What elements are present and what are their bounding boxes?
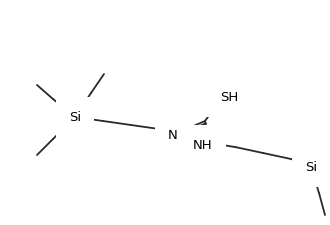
- Text: NH: NH: [193, 139, 213, 152]
- Text: N: N: [168, 129, 178, 142]
- Text: SH: SH: [220, 91, 238, 104]
- Text: Si: Si: [305, 161, 317, 174]
- Text: Si: Si: [69, 111, 81, 124]
